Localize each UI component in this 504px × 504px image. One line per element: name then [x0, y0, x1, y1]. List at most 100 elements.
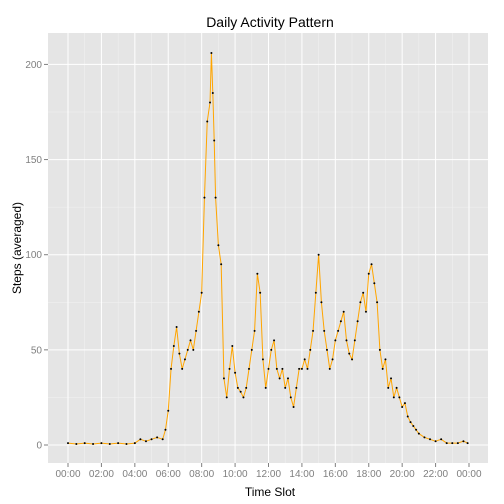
data-point-24	[192, 349, 194, 351]
data-point-68	[309, 349, 311, 351]
chart-title: Daily Activity Pattern	[206, 14, 334, 30]
data-point-104	[410, 421, 412, 423]
data-point-8	[134, 442, 136, 444]
data-point-6	[117, 442, 119, 444]
x-tick-label-10: 20:00	[390, 469, 415, 480]
data-point-29	[206, 121, 208, 123]
data-point-98	[393, 396, 395, 398]
data-point-91	[373, 282, 375, 284]
data-point-31	[210, 52, 212, 54]
data-point-65	[301, 368, 303, 370]
data-point-74	[326, 349, 328, 351]
x-tick-label-2: 04:00	[122, 469, 147, 480]
data-point-85	[357, 320, 359, 322]
data-point-64	[298, 368, 300, 370]
y-tick-label-4: 200	[25, 60, 42, 71]
data-point-56	[276, 368, 278, 370]
data-point-77	[334, 339, 336, 341]
data-point-113	[451, 442, 453, 444]
data-point-88	[365, 311, 367, 313]
data-point-7	[125, 443, 127, 445]
data-point-26	[198, 311, 200, 313]
data-point-53	[268, 368, 270, 370]
data-point-37	[223, 377, 225, 379]
data-point-46	[248, 368, 250, 370]
data-point-28	[203, 197, 205, 199]
data-point-63	[295, 387, 297, 389]
x-axis: 00:00 02:00 04:00 06:00 08:00 10:00 12:00 14:00…	[55, 463, 481, 480]
data-point-3	[92, 443, 94, 445]
data-point-1	[75, 443, 77, 445]
data-point-25	[195, 330, 197, 332]
data-point-58	[281, 368, 283, 370]
data-point-39	[229, 368, 231, 370]
data-point-19	[178, 353, 180, 355]
data-point-13	[162, 438, 164, 440]
data-point-23	[190, 339, 192, 341]
data-point-41	[234, 372, 236, 374]
y-tick-label-3: 150	[25, 155, 42, 166]
data-point-106	[415, 429, 417, 431]
data-point-42	[237, 387, 239, 389]
data-point-43	[240, 391, 242, 393]
data-point-57	[279, 377, 281, 379]
x-tick-label-1: 02:00	[89, 469, 114, 480]
data-point-36	[220, 263, 222, 265]
y-axis: 0 50 100 150 200	[25, 60, 48, 452]
data-point-95	[384, 358, 386, 360]
y-tick-label-2: 100	[25, 250, 42, 261]
x-tick-label-9: 18:00	[356, 469, 381, 480]
data-point-116	[467, 442, 469, 444]
data-point-99	[396, 387, 398, 389]
data-point-83	[351, 358, 353, 360]
data-point-82	[348, 353, 350, 355]
data-point-75	[329, 368, 331, 370]
data-point-14	[164, 429, 166, 431]
x-tick-label-3: 06:00	[156, 469, 181, 480]
x-tick-label-6: 12:00	[256, 469, 281, 480]
data-point-27	[201, 292, 203, 294]
y-tick-label-0: 0	[36, 441, 42, 452]
data-point-51	[262, 358, 264, 360]
data-point-11	[151, 438, 153, 440]
data-point-60	[287, 377, 289, 379]
data-point-45	[245, 387, 247, 389]
data-point-12	[156, 436, 158, 438]
data-point-18	[176, 326, 178, 328]
data-point-4	[100, 442, 102, 444]
data-point-10	[145, 440, 147, 442]
x-tick-label-11: 22:00	[423, 469, 448, 480]
data-point-67	[306, 368, 308, 370]
x-tick-label-12: 00:00	[456, 469, 481, 480]
data-point-47	[251, 349, 253, 351]
data-point-103	[407, 415, 409, 417]
data-point-22	[187, 349, 189, 351]
data-point-62	[293, 406, 295, 408]
data-point-108	[423, 436, 425, 438]
data-point-66	[304, 358, 306, 360]
data-point-111	[440, 438, 442, 440]
data-point-79	[340, 320, 342, 322]
x-tick-label-4: 08:00	[189, 469, 214, 480]
data-point-102	[404, 402, 406, 404]
y-axis-title: Steps (averaged)	[10, 202, 24, 294]
data-point-35	[217, 244, 219, 246]
data-point-0	[67, 442, 69, 444]
data-point-93	[379, 349, 381, 351]
data-point-15	[167, 410, 169, 412]
data-point-84	[354, 339, 356, 341]
x-tick-label-8: 16:00	[323, 469, 348, 480]
data-point-59	[284, 387, 286, 389]
data-point-21	[184, 358, 186, 360]
data-point-34	[215, 197, 217, 199]
data-point-112	[446, 442, 448, 444]
data-point-92	[376, 301, 378, 303]
data-point-97	[390, 377, 392, 379]
data-point-55	[273, 339, 275, 341]
data-point-61	[290, 396, 292, 398]
data-point-107	[418, 433, 420, 435]
data-point-2	[84, 442, 86, 444]
data-point-17	[173, 345, 175, 347]
data-point-40	[231, 345, 233, 347]
